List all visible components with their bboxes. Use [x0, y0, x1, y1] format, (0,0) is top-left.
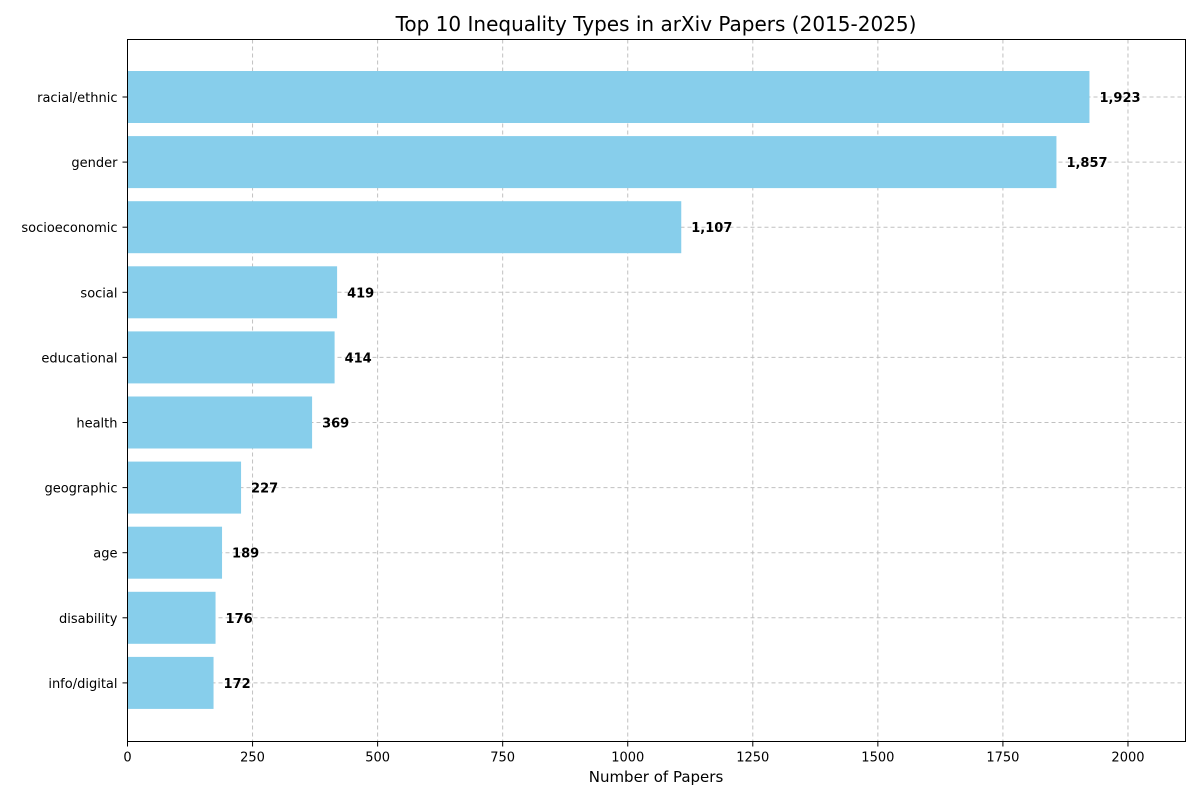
- x-axis-label: Number of Papers: [589, 768, 724, 786]
- y-tick-label: health: [76, 417, 117, 432]
- x-tick-label: 250: [240, 751, 265, 766]
- plot-frame: [127, 39, 1186, 742]
- y-tick-label: social: [80, 286, 117, 301]
- y-tick-label: educational: [41, 351, 117, 366]
- y-tick-label: age: [93, 547, 117, 562]
- y-tick-label: disability: [59, 612, 118, 627]
- x-tick-label: 1500: [861, 751, 894, 766]
- bar-social: [127, 266, 338, 319]
- x-tick-label: 0: [123, 751, 131, 766]
- y-tick-label: gender: [71, 156, 118, 171]
- y-tick-label: socioeconomic: [21, 221, 117, 236]
- y-tick-label: info/digital: [48, 677, 117, 692]
- bar-value-label: 414: [345, 351, 372, 366]
- chart-title: Top 10 Inequality Types in arXiv Papers …: [395, 12, 917, 36]
- axes-layer: [127, 39, 1186, 742]
- bar-age: [127, 526, 223, 579]
- bar-info-digital: [127, 656, 214, 709]
- bar-disability: [127, 591, 216, 644]
- bar-gender: [127, 136, 1057, 189]
- y-tick-label: racial/ethnic: [37, 91, 117, 106]
- x-tick-label: 750: [490, 751, 515, 766]
- y-axis-ticks: racial/ethnic gender socioeconomic social ed…: [21, 91, 128, 692]
- bar-value-label: 227: [251, 482, 278, 497]
- x-tick-label: 1000: [611, 751, 644, 766]
- x-tick-label: 1250: [736, 751, 769, 766]
- bar-educational: [127, 331, 335, 384]
- bar-value-label: 369: [322, 417, 349, 432]
- bar-racial-ethnic: [127, 71, 1090, 123]
- data-labels-layer: 1,923 1,857 1,107 419 414 369 227 189 176 172: [224, 91, 1141, 692]
- x-tick-label: 2000: [1111, 751, 1144, 766]
- bars-layer: [127, 71, 1090, 709]
- bar-value-label: 1,923: [1099, 91, 1140, 106]
- x-axis-ticks: 0 250 500 750 1000 1250 1500 1750 2000: [123, 741, 1145, 766]
- bar-value-label: 176: [226, 612, 253, 627]
- bar-socioeconomic: [127, 201, 682, 254]
- bar-health: [127, 396, 313, 449]
- bar-value-label: 172: [224, 677, 251, 692]
- x-tick-label: 500: [365, 751, 390, 766]
- bar-value-label: 419: [347, 286, 374, 301]
- bar-value-label: 1,107: [691, 221, 732, 236]
- bar-geographic: [127, 461, 242, 514]
- bar-value-label: 1,857: [1066, 156, 1107, 171]
- y-tick-label: geographic: [44, 482, 117, 497]
- bar-value-label: 189: [232, 547, 259, 562]
- x-tick-label: 1750: [986, 751, 1019, 766]
